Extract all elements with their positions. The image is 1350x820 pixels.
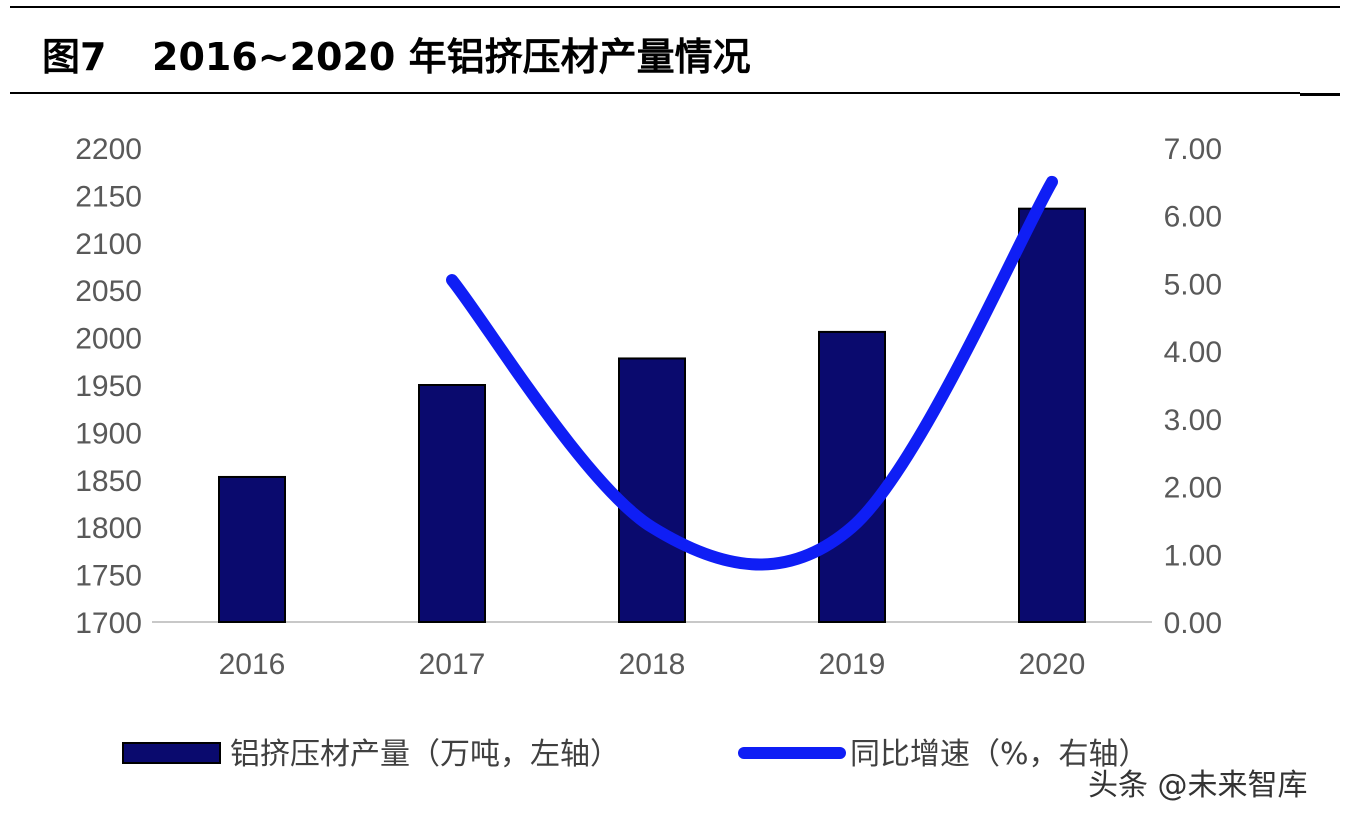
right-tick-label: 3.00 [1164,404,1222,437]
growth-line [446,175,1058,571]
bar [1018,207,1086,623]
bottom-rule-tail [1300,93,1340,96]
chart-area: 1700 1750 1800 1850 1900 1950 2000 2050 2100 2150… [75,133,1222,772]
right-tick-label: 2.00 [1164,472,1222,505]
left-tick-label: 1750 [75,560,142,593]
figure-label: 图7 [42,35,107,79]
left-tick-label: 2200 [75,133,142,166]
x-tick-label: 2017 [419,648,486,681]
right-tick-label: 7.00 [1164,133,1222,166]
x-tick-label: 2018 [619,648,686,681]
left-axis-ticks: 1700 1750 1800 1850 1900 1950 2000 2050 2100 2150… [75,133,142,640]
right-tick-label: 0.00 [1164,607,1222,640]
left-tick-label: 1700 [75,607,142,640]
bar [818,330,886,624]
legend-bar-swatch [122,742,221,764]
x-tick-label: 2016 [219,648,286,681]
left-tick-label: 2100 [75,228,142,261]
title-bar: 图7 2016~2020 年铝挤压材产量情况 [10,0,1340,96]
right-tick-label: 5.00 [1164,268,1222,301]
chart-title: 2016~2020 年铝挤压材产量情况 [152,35,751,79]
x-tick-label: 2020 [1019,648,1086,681]
bottom-rule [10,92,1300,94]
left-tick-label: 1850 [75,465,142,498]
watermark: 头条 @未来智库 [1088,768,1308,803]
left-tick-label: 1900 [75,417,142,450]
x-axis-ticks: 2016 2017 2018 2019 2020 [219,648,1086,681]
left-tick-label: 1950 [75,370,142,403]
right-tick-label: 6.00 [1164,201,1222,234]
bar [418,384,486,623]
bar-series [218,207,1086,624]
left-tick-label: 2000 [75,323,142,356]
top-rule [10,6,1340,8]
right-tick-label: 1.00 [1164,539,1222,572]
legend: 铝挤压材产量（万吨，左轴） 同比增速（%，右轴） [122,737,1149,772]
x-tick-label: 2019 [819,648,886,681]
bar [218,475,286,623]
left-tick-label: 2050 [75,275,142,308]
legend-bar-label: 铝挤压材产量（万吨，左轴） [230,737,620,772]
bar [618,357,686,623]
right-tick-label: 4.00 [1164,336,1222,369]
left-tick-label: 2150 [75,180,142,213]
left-tick-label: 1800 [75,512,142,545]
legend-line-label: 同比增速（%，右轴） [850,737,1149,772]
right-axis-ticks: 0.00 1.00 2.00 3.00 4.00 5.00 6.00 7.00 [1164,133,1222,640]
